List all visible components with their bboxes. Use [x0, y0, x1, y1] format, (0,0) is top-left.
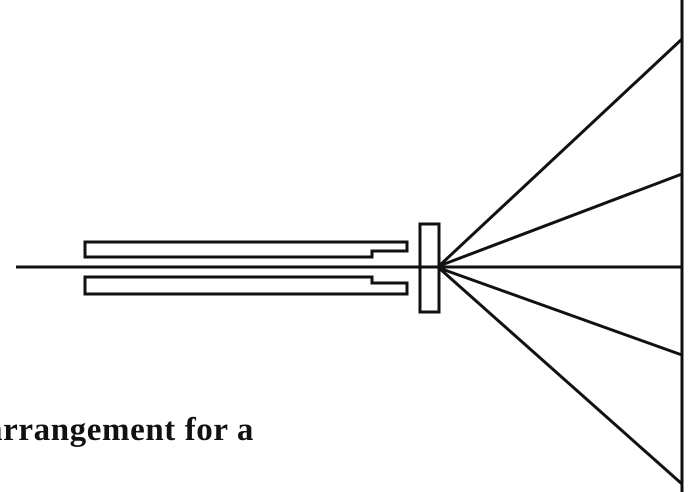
upper-collimator-plate [83, 240, 409, 259]
figure-caption-fragment: arrangement for a [0, 412, 255, 448]
scattered-ray-4 [438, 266, 683, 357]
scattering-point [438, 264, 444, 270]
lower-collimator-plate [83, 275, 409, 296]
scattered-ray-5 [438, 266, 683, 486]
scattered-ray-1 [437, 37, 684, 268]
scattered-ray-2 [438, 172, 683, 268]
